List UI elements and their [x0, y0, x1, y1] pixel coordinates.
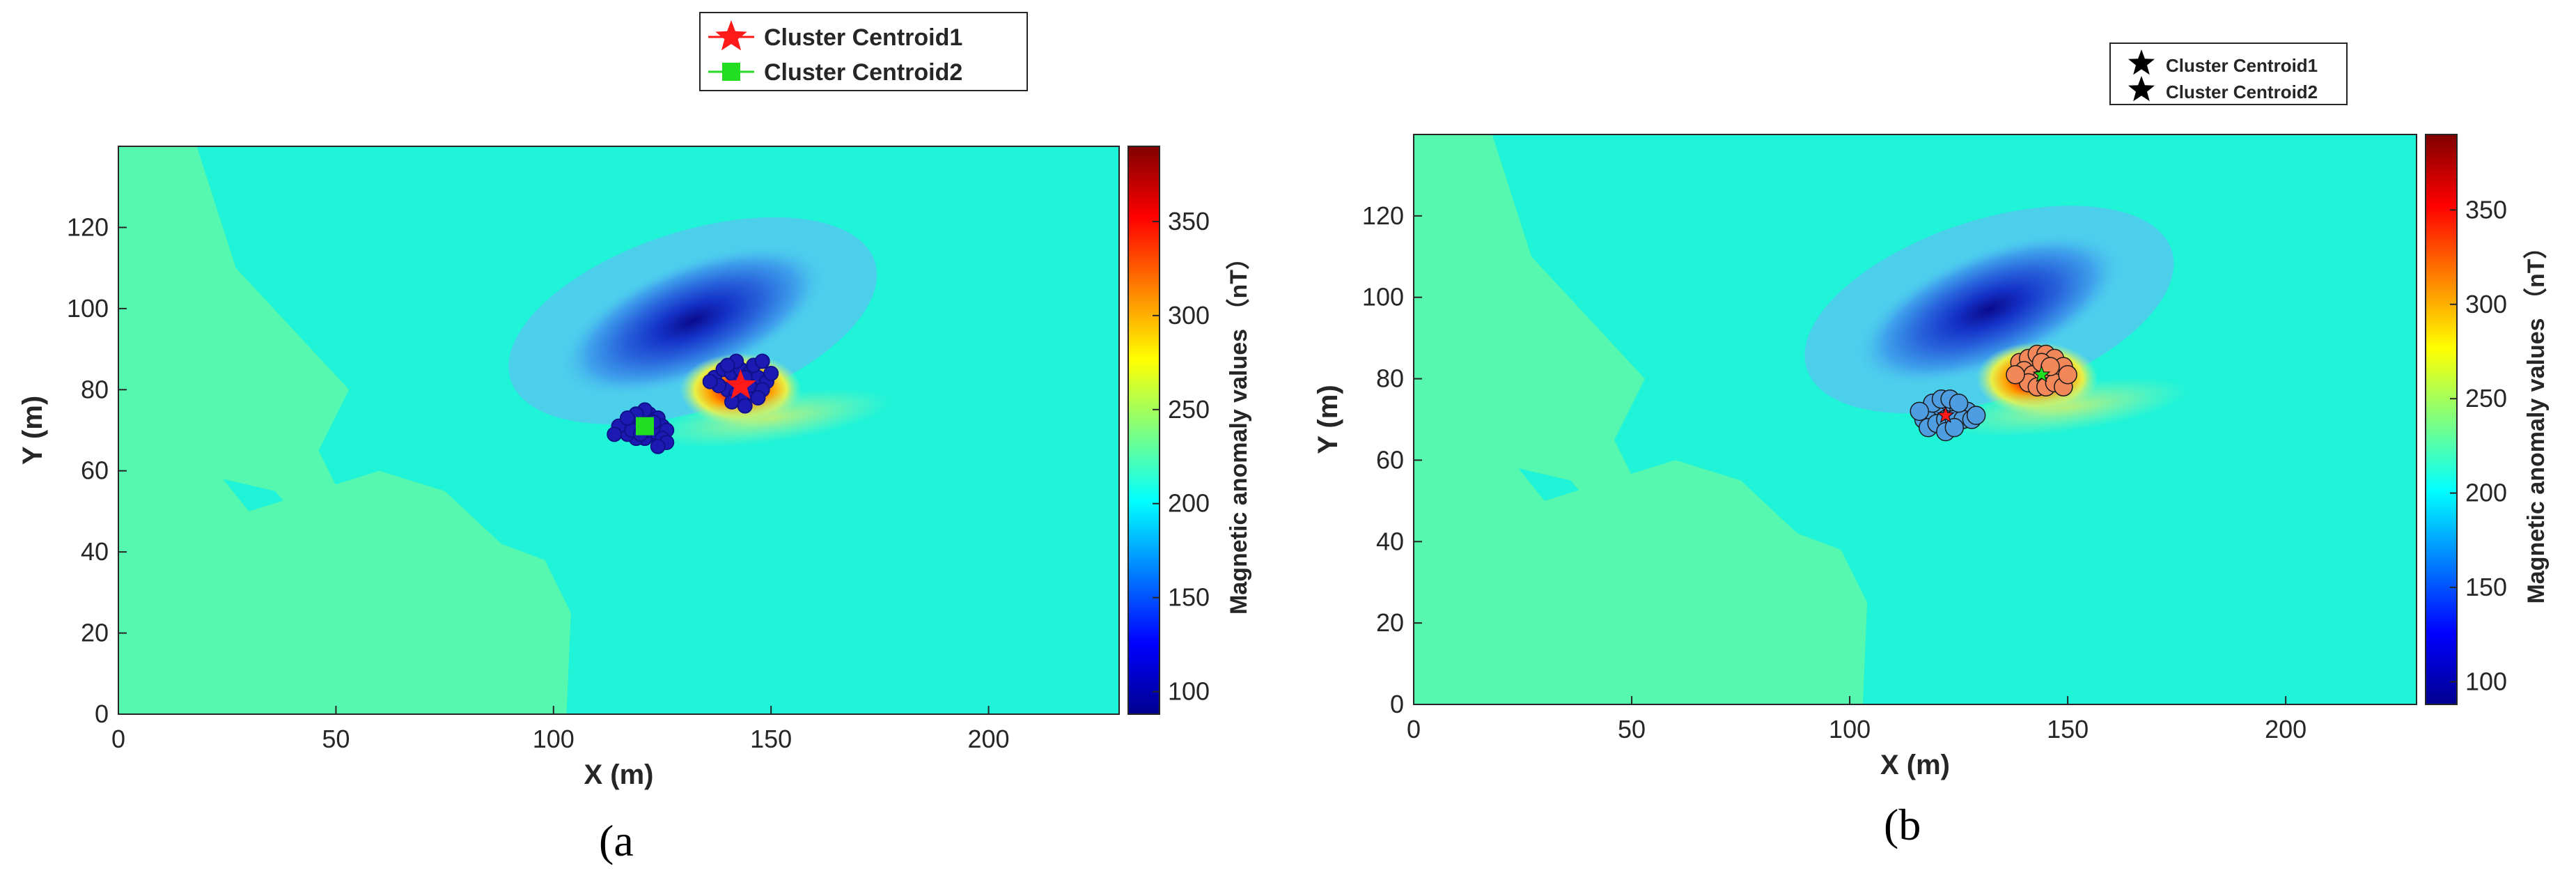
legend-label: Cluster Centroid1 [764, 24, 962, 51]
colorbar-tick-label: 200 [2465, 479, 2507, 507]
y-tick-label: 20 [1376, 608, 1404, 637]
legend-star-marker [715, 20, 747, 51]
cluster-point [737, 398, 753, 414]
colorbar-tick-label: 150 [2465, 573, 2507, 601]
legend-label: Cluster Centroid2 [764, 59, 962, 86]
legend-label: Cluster Centroid2 [2166, 82, 2318, 102]
colorbar-tick-label: 250 [2465, 384, 2507, 412]
y-tick-label: 0 [1390, 690, 1404, 718]
x-tick-label: 50 [322, 725, 350, 753]
y-tick-label: 120 [1362, 201, 1404, 230]
cluster-point [607, 426, 623, 442]
x-tick-label: 100 [533, 725, 575, 753]
cluster-point [2006, 364, 2025, 385]
x-tick-label: 150 [2047, 715, 2089, 743]
colorbar-tick-label: 100 [1168, 677, 1210, 706]
x-tick-label: 0 [1407, 715, 1421, 743]
colorbar-tick-label: 200 [1168, 489, 1210, 518]
plot-frame [1413, 134, 2417, 705]
y-tick-label: 0 [95, 700, 109, 728]
cluster-point [702, 373, 718, 389]
cluster-point [2058, 364, 2077, 385]
colorbar-tick-label: 350 [1168, 207, 1210, 236]
y-tick-label: 40 [1376, 527, 1404, 555]
x-tick-label: 100 [1829, 715, 1871, 743]
legend-star-marker [2128, 76, 2155, 102]
cluster-point [1944, 417, 1965, 438]
y-tick-label: 40 [81, 537, 109, 566]
cluster-point [650, 438, 666, 454]
legend-label: Cluster Centroid1 [2166, 55, 2318, 76]
cluster-point [719, 357, 735, 373]
plot-frame [118, 146, 1120, 715]
x-axis-label: X (m) [584, 759, 654, 790]
panel-caption: (a [599, 816, 634, 865]
colorbar-label: Magnetic anomaly values （nT） [2522, 235, 2550, 603]
x-axis-label: X (m) [1880, 750, 1950, 780]
centroid-2-marker [635, 417, 654, 435]
y-tick-label: 80 [1376, 364, 1404, 393]
y-tick-label: 60 [1376, 445, 1404, 474]
y-tick-label: 60 [81, 456, 109, 485]
legend-square-marker [722, 63, 740, 81]
y-tick-label: 100 [1362, 283, 1404, 311]
cluster-point [750, 389, 766, 406]
moderate-anomaly [650, 388, 892, 448]
colorbar-tick-label: 350 [2465, 195, 2507, 224]
legend-box [699, 12, 1028, 91]
low-background-region [1414, 134, 1868, 704]
centroid-1-marker [725, 369, 756, 399]
x-tick-label: 0 [111, 725, 125, 753]
negative-anomaly [1850, 230, 2129, 389]
centroid-1-marker [1937, 406, 1955, 424]
colorbar-label: Magnetic anomaly values （nT） [1225, 246, 1252, 615]
y-tick-label: 20 [81, 619, 109, 647]
legend-box [2109, 43, 2348, 105]
x-tick-label: 50 [1618, 715, 1646, 743]
y-axis-label: Y (m) [17, 396, 48, 465]
cluster-point [1910, 401, 1930, 422]
magnetic-field-map [1414, 134, 2417, 704]
cluster-point [619, 410, 635, 426]
magnetic-field-map [118, 146, 1119, 714]
colorbar-tick-label: 150 [1168, 583, 1210, 612]
x-tick-label: 200 [968, 725, 1010, 753]
colorbar-tick-label: 250 [1168, 395, 1210, 424]
low-background-region [118, 146, 571, 714]
legend-star-marker [2128, 49, 2155, 75]
colorbar [1127, 146, 1160, 715]
legend: Cluster Centroid1 Cluster Centroid2 [699, 12, 1028, 91]
y-tick-label: 100 [67, 294, 109, 323]
moderate-anomaly [1946, 378, 2189, 437]
cluster-point [763, 366, 779, 381]
colorbar-tick-label: 300 [2465, 290, 2507, 318]
colorbar-tick-label: 300 [1168, 301, 1210, 330]
y-axis-label: Y (m) [1313, 385, 1343, 454]
panel-a: 0 50 100 150 200 0 20 40 60 80 100 120 X (m) Y (m) 100… [17, 12, 1252, 865]
y-tick-label: 80 [81, 375, 109, 403]
x-tick-label: 150 [750, 725, 792, 753]
colorbar [2425, 134, 2458, 705]
cluster-point [754, 353, 770, 369]
legend: Cluster Centroid1 Cluster Centroid2 [2109, 43, 2348, 105]
colorbar-tick-label: 100 [2465, 667, 2507, 695]
centroid-2-marker [2032, 365, 2051, 383]
cluster-point [1966, 406, 1986, 425]
panel-b: 0 50 100 150 200 0 20 40 60 80 100 120 X (m) Y (m) 100… [1313, 43, 2550, 849]
panel-caption: (b [1884, 800, 1921, 849]
x-tick-label: 200 [2265, 715, 2306, 743]
negative-anomaly [554, 241, 832, 400]
y-tick-label: 120 [67, 213, 109, 241]
cluster-point [1949, 393, 1969, 413]
